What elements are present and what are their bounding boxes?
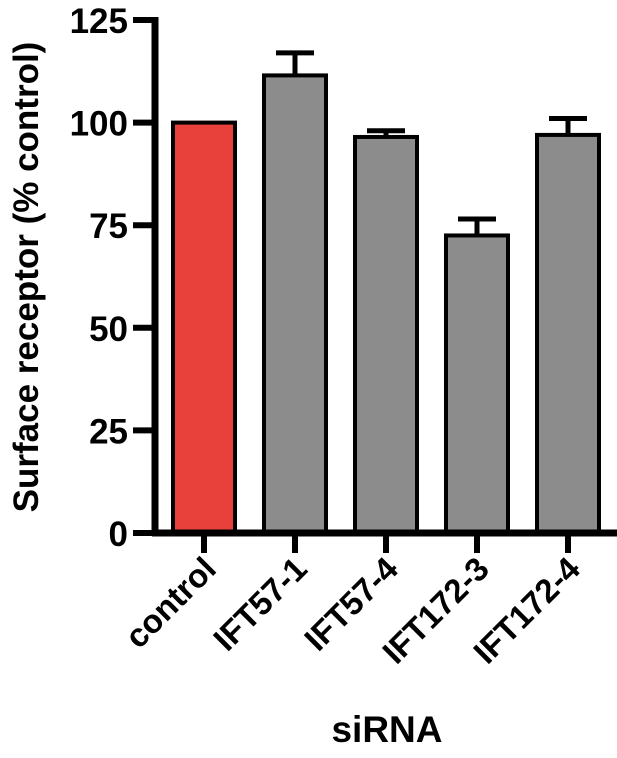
bars-group [171, 73, 601, 536]
y-ticks-group: 0 25 50 75 100 125 [70, 2, 155, 554]
x-tick-label: IFT57-1 [206, 550, 314, 658]
bar-control [171, 120, 237, 535]
bar-ift57-4 [353, 134, 419, 536]
bar-ift172-4 [535, 132, 601, 536]
y-axis-title: Surface receptor (% control) [7, 42, 46, 513]
bar-ift172-3 [444, 233, 510, 536]
y-tick-label: 25 [89, 412, 128, 451]
bar-ift57-1 [262, 73, 328, 536]
error-bars-group [276, 50, 587, 236]
y-tick-label: 75 [89, 207, 128, 246]
y-tick-label: 0 [109, 515, 128, 554]
x-tick-label: control [118, 550, 223, 655]
y-tick-label: 100 [70, 105, 128, 144]
y-tick-label: 50 [89, 310, 128, 349]
x-axis-title: siRNA [331, 709, 442, 750]
y-tick-label: 125 [70, 2, 128, 41]
